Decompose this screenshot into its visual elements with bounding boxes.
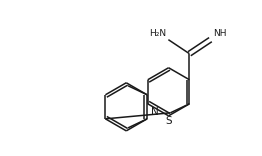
Text: S: S <box>166 116 172 126</box>
Text: N: N <box>151 107 159 117</box>
Text: NH: NH <box>213 29 226 38</box>
Text: H₂N: H₂N <box>149 29 166 38</box>
